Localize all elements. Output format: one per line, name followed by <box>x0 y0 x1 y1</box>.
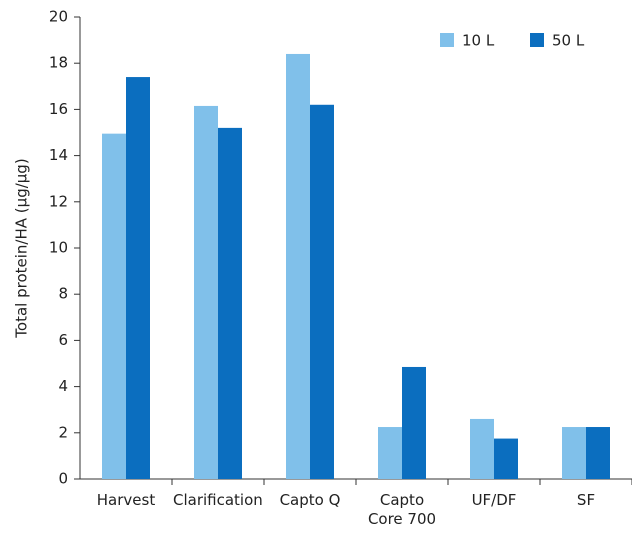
legend-label: 10 L <box>462 32 495 50</box>
bar <box>378 427 402 479</box>
bar <box>218 127 242 479</box>
bar <box>494 438 518 479</box>
bar <box>402 366 426 479</box>
bar <box>286 53 310 480</box>
bar <box>194 105 218 479</box>
legend-swatch <box>530 33 544 47</box>
x-tick-label: Harvest <box>96 491 156 509</box>
y-tick-label: 18 <box>49 54 68 72</box>
x-tick-label: UF/DF <box>471 491 517 509</box>
y-axis-label: Total protein/HA (µg/µg) <box>13 158 31 338</box>
x-tick-label: Capto Core 700 <box>367 491 437 528</box>
x-tick-label: SF <box>576 491 596 509</box>
y-tick-label: 2 <box>58 423 68 441</box>
y-tick-label: 8 <box>58 285 68 303</box>
y-tick-label: 10 <box>49 239 68 257</box>
bar <box>562 427 586 479</box>
legend-swatch <box>440 33 454 47</box>
y-tick-label: 12 <box>49 192 68 210</box>
y-tick-label: 16 <box>49 100 68 118</box>
bar <box>310 104 334 479</box>
legend-label: 50 L <box>552 32 585 50</box>
y-tick-label: 4 <box>58 377 68 395</box>
bar <box>470 418 494 479</box>
bar <box>102 133 126 479</box>
y-tick-label: 20 <box>49 8 68 26</box>
bar <box>126 77 150 479</box>
y-tick-label: 14 <box>49 146 68 164</box>
x-tick-label: Clarification <box>173 491 263 509</box>
y-tick-label: 6 <box>58 331 68 349</box>
x-tick-label: Capto Q <box>279 491 341 509</box>
y-tick-label: 0 <box>58 470 68 488</box>
bar <box>586 427 610 479</box>
